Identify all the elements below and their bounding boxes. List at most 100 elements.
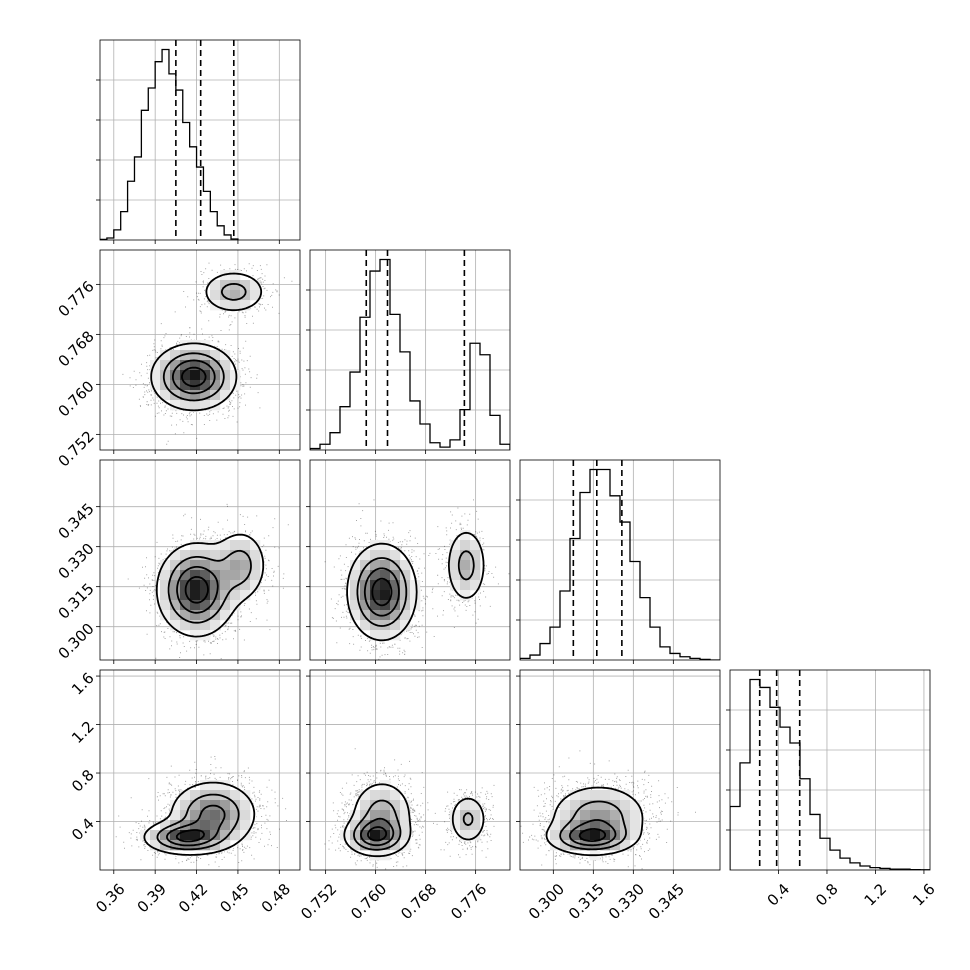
panel-0-density-bin bbox=[190, 350, 201, 361]
panel-2-frame bbox=[309, 459, 511, 661]
panel-2-density-bin bbox=[380, 590, 391, 601]
scatter-panel-2-1-content bbox=[310, 460, 510, 660]
panel-1-density-bin bbox=[210, 560, 221, 571]
panel-1-density-bin bbox=[220, 590, 231, 601]
panel-1-density-bin bbox=[170, 590, 181, 601]
panel-1-density-bin bbox=[240, 540, 251, 551]
panel-5-density-bin bbox=[590, 830, 601, 841]
panel-1-density-bin bbox=[190, 600, 201, 611]
panel-5-density-bin bbox=[570, 840, 581, 851]
panel-1-density-bin bbox=[170, 620, 181, 631]
panel-5-density-bin bbox=[590, 790, 601, 801]
panel-4-density-bin bbox=[470, 820, 481, 831]
panel-1-density-bin bbox=[190, 540, 201, 551]
panel-4-density-bin bbox=[370, 850, 381, 861]
hist-panel-1 bbox=[306, 249, 511, 454]
panel-1-density-bin bbox=[180, 550, 191, 561]
panel-3-density-bin bbox=[190, 820, 201, 831]
panel-2-density-bin bbox=[380, 580, 391, 591]
panel-3-density-bin bbox=[170, 800, 181, 811]
panel-4-contour-2 bbox=[360, 817, 395, 847]
panel-1-density-bin bbox=[230, 550, 241, 561]
panel-4-density-bin bbox=[380, 800, 391, 811]
panel-1-density-bin bbox=[230, 540, 241, 551]
panel-4-frame bbox=[309, 669, 511, 871]
panel-0-density-bin bbox=[200, 360, 211, 371]
panel-3-density-bin bbox=[200, 780, 211, 791]
panel-5-density-bin bbox=[630, 810, 641, 821]
panel-2-density-bin bbox=[350, 610, 361, 621]
panel-1-contour-0 bbox=[155, 533, 265, 638]
panel-2-density-bin bbox=[370, 630, 381, 641]
panel-1-density-bin bbox=[210, 550, 221, 561]
panel-3-contour-2 bbox=[166, 804, 226, 847]
panel-3-density-bin bbox=[200, 830, 211, 841]
panel-1-density-bin bbox=[200, 610, 211, 621]
panel-0-density-bin bbox=[170, 400, 181, 411]
panel-1-density-bin bbox=[190, 560, 201, 571]
panel-4-density-bin bbox=[400, 830, 411, 841]
panel-4-density-bin bbox=[350, 840, 361, 851]
scatter-panel-3-2 bbox=[516, 669, 721, 874]
panel-1-density-bin bbox=[180, 620, 191, 631]
panel-2-contour-1 bbox=[356, 550, 475, 627]
panel-1-density-bin bbox=[220, 580, 231, 591]
panel-2-contour-2 bbox=[363, 567, 400, 617]
panel-4-density-bin bbox=[390, 840, 401, 851]
panel-3-density-bin bbox=[200, 820, 211, 831]
panel-0-contour-1 bbox=[162, 283, 247, 402]
panel-5-density-bin bbox=[620, 810, 631, 821]
panel-4-density-bin bbox=[370, 790, 381, 801]
panel-1-density-bin bbox=[220, 570, 231, 581]
panel-2-density-bin bbox=[350, 580, 361, 591]
panel-2-density-bin bbox=[350, 590, 361, 601]
panel-0-density-bin bbox=[240, 280, 251, 291]
panel-2-density-bin bbox=[450, 560, 461, 571]
xtick-label-1-1: 0.760 bbox=[347, 880, 390, 923]
panel-2-density-bin bbox=[350, 560, 361, 571]
panel-1-density-bin bbox=[220, 610, 231, 621]
panel-4-contour-1 bbox=[353, 799, 474, 851]
panel-2-density-bin bbox=[380, 540, 391, 551]
panel-3-density-bin bbox=[230, 810, 241, 821]
panel-3-density-bin bbox=[150, 830, 161, 841]
panel-3-frame bbox=[99, 669, 301, 871]
panel-3-density-bin bbox=[180, 820, 191, 831]
hist-1-steps bbox=[310, 258, 510, 450]
panel-1-density-bin bbox=[180, 610, 191, 621]
panel-1-density-bin bbox=[210, 590, 221, 601]
panel-2-density-bin bbox=[360, 550, 371, 561]
panel-2-density-bin bbox=[410, 580, 421, 591]
panel-4-density-bin bbox=[400, 820, 411, 831]
panel-2-density-bin bbox=[470, 560, 481, 571]
panel-4-density-bin bbox=[350, 810, 361, 821]
panel-5-density-bin bbox=[560, 830, 571, 841]
panel-4-density-bin bbox=[470, 830, 481, 841]
xtick-label-2-3: 0.345 bbox=[645, 880, 688, 923]
panel-1-density-bin bbox=[180, 590, 191, 601]
panel-2-density-bin bbox=[380, 560, 391, 571]
panel-0-density-bin bbox=[230, 290, 241, 301]
panel-3-density-bin bbox=[190, 800, 201, 811]
panel-2-density-bin bbox=[370, 610, 381, 621]
xtick-label-3-2: 1.2 bbox=[861, 880, 891, 910]
panel-1-density-bin bbox=[180, 600, 191, 611]
panel-2-density-bin bbox=[370, 590, 381, 601]
panel-1-density-bin bbox=[180, 570, 191, 581]
panel-5-density-bin bbox=[590, 820, 601, 831]
panel-0-density-bin bbox=[180, 390, 191, 401]
hist-panel-3 bbox=[726, 669, 931, 874]
ytick-label-2-1: 0.315 bbox=[55, 580, 98, 623]
panel-3-density-bin bbox=[200, 800, 211, 811]
panel-1-density-bin bbox=[240, 560, 251, 571]
panel-5-contour-0 bbox=[545, 786, 644, 857]
panel-2-density-bin bbox=[450, 540, 461, 551]
panel-1-density-bin bbox=[190, 630, 201, 641]
panel-2-density-bin bbox=[370, 570, 381, 581]
panel-2-density-bin bbox=[390, 590, 401, 601]
panel-4-density-bin bbox=[380, 840, 391, 851]
panel-0-density-bin bbox=[220, 280, 231, 291]
panel-0-density-bin bbox=[220, 300, 231, 311]
panel-2-density-bin bbox=[390, 630, 401, 641]
xtick-label-1-2: 0.768 bbox=[397, 880, 440, 923]
